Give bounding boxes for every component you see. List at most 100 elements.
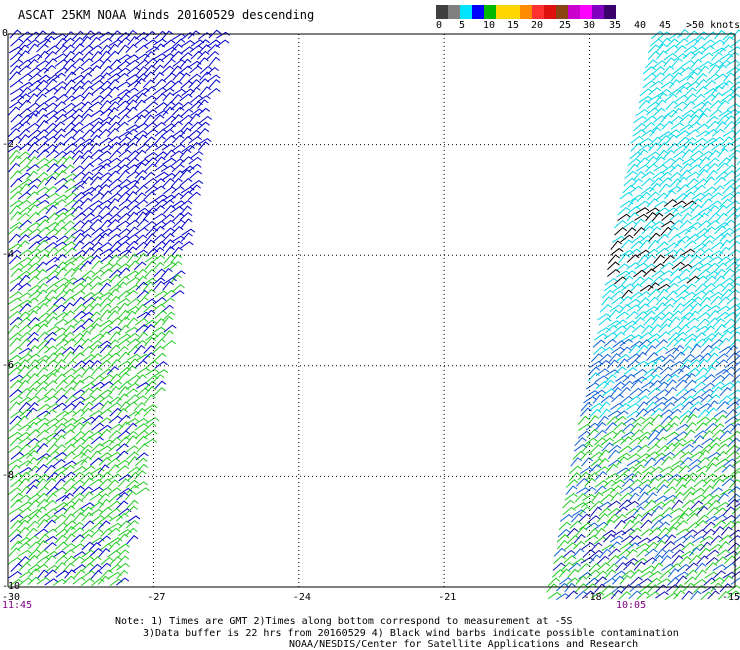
wind-barb [601, 296, 614, 306]
wind-barb [82, 477, 94, 487]
wind-barb [706, 305, 721, 312]
wind-barb [707, 360, 721, 369]
wind-barb [107, 73, 121, 81]
wind-barb [36, 518, 49, 529]
wind-barb [603, 332, 618, 340]
wind-barb [108, 522, 123, 530]
wind-barb [653, 457, 666, 467]
wind-barb [646, 338, 660, 347]
wind-barb [37, 38, 51, 46]
wind-barb [88, 36, 101, 47]
wind-barb [705, 262, 720, 271]
wind-barb [36, 207, 50, 216]
wind-barb [607, 261, 620, 270]
wind-barb [127, 374, 141, 383]
wind-barb [117, 212, 131, 222]
wind-barb [717, 99, 730, 110]
wind-barb [72, 551, 87, 559]
wind-barb [647, 437, 661, 446]
wind-barb [115, 500, 129, 510]
wind-barb [704, 422, 718, 432]
wind-barb [25, 122, 40, 131]
wind-barb [90, 176, 103, 186]
wind-barb [641, 225, 654, 235]
wind-barb [647, 51, 660, 60]
wind-barb [723, 170, 737, 179]
wind-barb [36, 239, 49, 249]
wind-barb [609, 535, 624, 543]
wind-barb [638, 99, 651, 110]
wind-barb [651, 505, 664, 516]
wind-barb [677, 563, 691, 572]
wind-barb [145, 143, 159, 152]
wind-barb [89, 344, 103, 354]
wind-barb [180, 46, 194, 54]
wind-barb [706, 120, 720, 130]
wind-barb [670, 368, 684, 376]
wind-barb [171, 134, 185, 144]
wind-barb [144, 255, 159, 263]
wind-barb [653, 60, 667, 68]
wind-barb [115, 281, 128, 292]
wind-barb [694, 520, 708, 529]
wind-barb [679, 123, 694, 132]
wind-barb [635, 408, 648, 418]
wind-barb [153, 296, 167, 305]
wind-barb [117, 386, 130, 396]
wind-barb [710, 386, 723, 396]
wind-barb [70, 556, 84, 565]
wind-barb [731, 121, 740, 131]
wind-barb [25, 450, 39, 459]
wind-barb [647, 387, 661, 396]
wind-barb [91, 381, 105, 389]
wind-barb [134, 249, 148, 257]
wind-barb [81, 292, 96, 300]
wind-barb [28, 228, 42, 237]
wind-barb [135, 241, 148, 251]
wind-barb [116, 393, 129, 403]
wind-barb [735, 405, 740, 410]
wind-barb [607, 500, 621, 508]
wind-barb [25, 184, 39, 194]
wind-barb [667, 185, 682, 193]
wind-barb [34, 93, 47, 103]
wind-barb [170, 240, 184, 249]
wind-barb [617, 549, 631, 558]
wind-barb [187, 30, 201, 40]
wind-barb [547, 577, 561, 587]
wind-barb [81, 395, 96, 403]
scale-label: 10 [483, 20, 496, 31]
wind-barb [688, 114, 701, 124]
wind-barb [17, 44, 30, 54]
wind-barb [98, 389, 113, 397]
wind-barb [35, 157, 49, 166]
wind-barb [54, 170, 67, 180]
wind-barb [125, 59, 140, 68]
wind-barb [125, 270, 140, 278]
wind-barb [72, 143, 86, 152]
wind-barb [626, 262, 640, 270]
wind-barb [17, 365, 30, 375]
wind-barb [117, 436, 131, 446]
wind-barb [44, 31, 57, 40]
wind-barb [720, 227, 734, 236]
wind-barb [599, 353, 612, 363]
wind-barb [633, 557, 648, 566]
wind-barb [44, 185, 58, 195]
wind-barb [699, 535, 714, 544]
wind-barb [80, 555, 95, 564]
wind-barb [126, 150, 140, 159]
wind-barb [717, 296, 730, 306]
wind-barb [696, 169, 709, 179]
wind-barb [61, 220, 75, 229]
wind-barb [160, 165, 175, 173]
wind-barb [118, 487, 133, 495]
wind-barb [107, 487, 122, 496]
wind-barb [190, 50, 203, 60]
wind-barb [172, 106, 185, 116]
wind-barb [35, 289, 48, 299]
wind-barb [8, 571, 23, 579]
wind-barb [88, 101, 103, 109]
wind-barb [35, 79, 49, 89]
wind-barb [52, 327, 67, 335]
